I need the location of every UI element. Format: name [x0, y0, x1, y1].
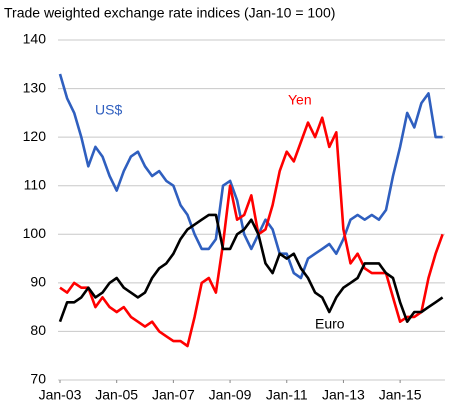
chart-title: Trade weighted exchange rate indices (Ja…	[4, 5, 335, 21]
y-tick-label: 140	[23, 31, 47, 47]
series-line	[58, 213, 444, 323]
y-tick-label: 110	[24, 176, 47, 192]
x-tick-label: Jan-13	[322, 387, 365, 403]
x-tick-label: Jan-03	[39, 387, 82, 403]
series-label: Yen	[288, 92, 312, 108]
y-tick-label: 130	[23, 79, 47, 95]
y-tick-label: 80	[30, 322, 46, 338]
y-tick-label: 90	[30, 274, 46, 290]
series-line	[59, 116, 444, 348]
y-tick-label: 120	[23, 128, 47, 144]
series-label: US$	[95, 102, 122, 118]
series-line	[58, 73, 443, 280]
x-tick-label: Jan-11	[266, 387, 308, 403]
x-tick-label: Jan-09	[209, 387, 252, 403]
x-tick-label: Jan-15	[379, 387, 422, 403]
y-tick-label: 70	[30, 371, 46, 387]
series-label: Euro	[315, 316, 345, 332]
y-tick-label: 100	[23, 225, 47, 241]
x-tick-label: Jan-07	[152, 387, 195, 403]
x-tick-label: Jan-05	[95, 387, 138, 403]
